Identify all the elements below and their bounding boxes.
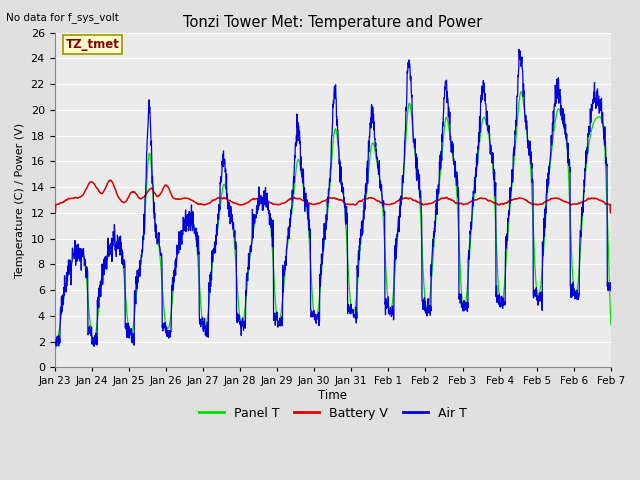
Text: TZ_tmet: TZ_tmet (66, 37, 120, 50)
Legend: Panel T, Battery V, Air T: Panel T, Battery V, Air T (193, 402, 472, 425)
Title: Tonzi Tower Met: Temperature and Power: Tonzi Tower Met: Temperature and Power (183, 15, 483, 30)
Y-axis label: Temperature (C) / Power (V): Temperature (C) / Power (V) (15, 122, 25, 277)
Text: No data for f_sys_volt: No data for f_sys_volt (6, 12, 119, 23)
X-axis label: Time: Time (318, 389, 348, 402)
